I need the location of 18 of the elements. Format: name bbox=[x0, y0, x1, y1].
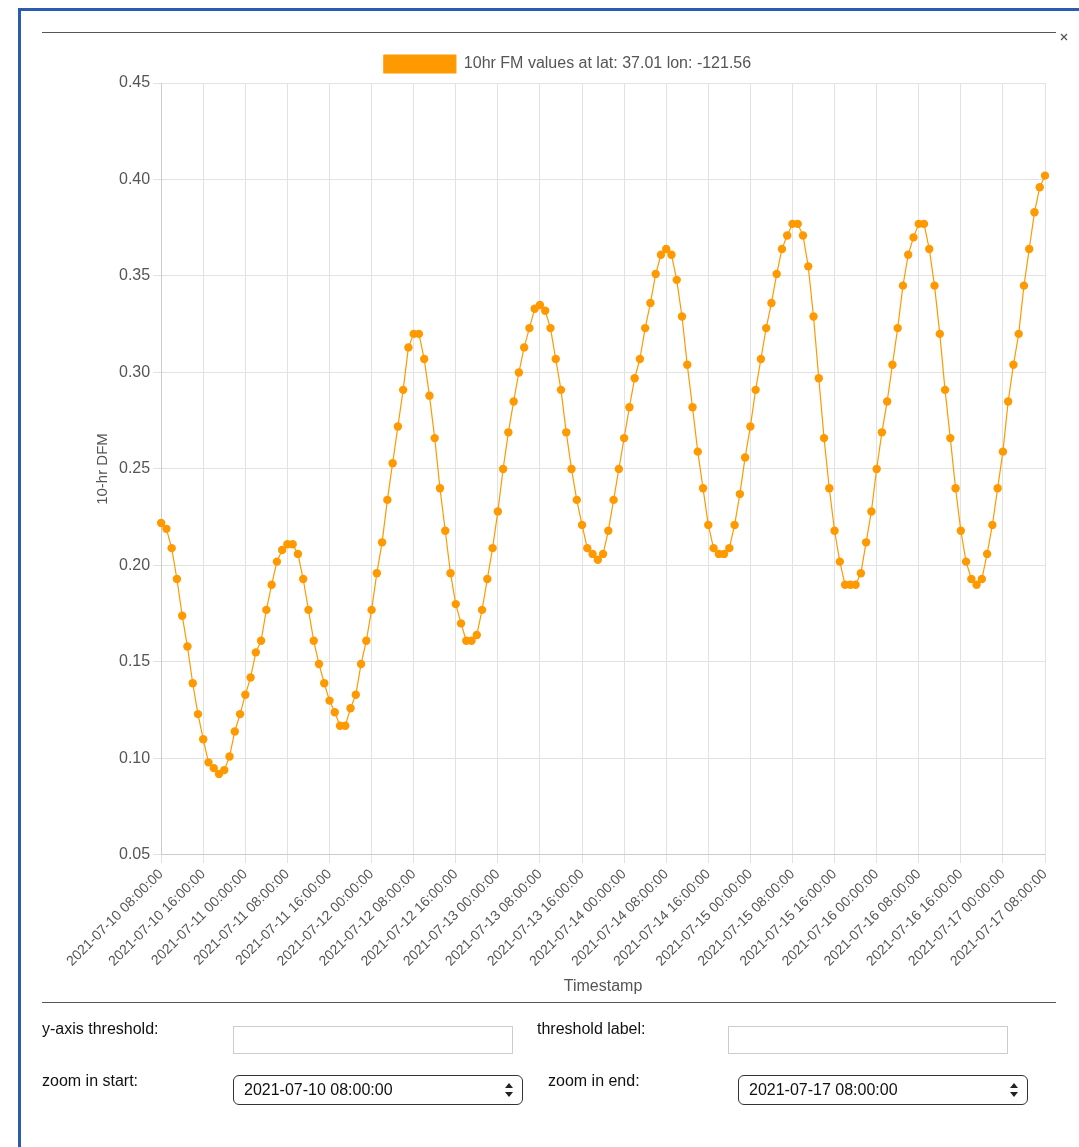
y-tick-label: 0.05 bbox=[119, 845, 151, 863]
dropdown-field: 2021-07-10 08:00:00 bbox=[233, 1075, 523, 1105]
y-tick-label: 0.45 bbox=[119, 73, 151, 91]
text: zoom in start: bbox=[42, 1072, 139, 1090]
dropdown-field: 2021-07-17 08:00:00 bbox=[738, 1075, 1028, 1105]
y-tick-label: 0.10 bbox=[119, 748, 151, 766]
text: y-axis threshold: bbox=[42, 1020, 159, 1038]
y-axis-title: 10-hr DFM bbox=[93, 433, 111, 505]
y-tick-label: 0.15 bbox=[119, 652, 151, 670]
legend-label: 10hr FM values at lat: 37.01 lon: -121.56 bbox=[463, 54, 752, 72]
y-tick-label: 0.20 bbox=[119, 555, 151, 573]
y-tick-label: 0.40 bbox=[119, 169, 151, 187]
text: zoom in end: bbox=[548, 1072, 640, 1090]
y-tick-label: 0.35 bbox=[119, 266, 151, 284]
y-tick-label: 0.25 bbox=[119, 459, 151, 477]
text: threshold label: bbox=[537, 1020, 646, 1038]
x-axis-title: Timestamp bbox=[563, 976, 643, 994]
y-tick-label: 0.30 bbox=[119, 362, 151, 380]
